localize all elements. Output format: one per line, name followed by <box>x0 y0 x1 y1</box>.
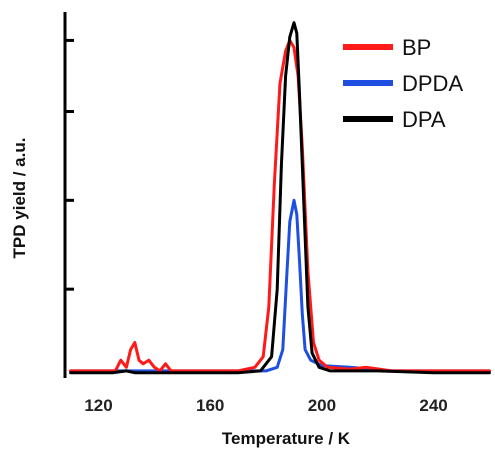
legend-label-dpa: DPA <box>402 107 446 132</box>
y-axis-ticks <box>65 38 74 291</box>
legend: BP DPDA DPA <box>343 35 463 132</box>
x-tick-label-120: 120 <box>84 396 112 415</box>
legend-label-dpda: DPDA <box>402 71 463 96</box>
x-axis-title: Temperature / K <box>222 429 351 448</box>
x-tick-label-160: 160 <box>196 396 224 415</box>
x-tick-label-240: 240 <box>419 396 447 415</box>
series-layer <box>69 21 491 375</box>
x-axis-ticks: 120 160 200 240 <box>84 396 447 415</box>
y-axis-title: TPD yield / a.u. <box>10 138 29 259</box>
legend-label-bp: BP <box>402 35 431 60</box>
series-line-bp <box>69 38 491 373</box>
x-tick-label-200: 200 <box>308 396 336 415</box>
series-line-dpa <box>69 21 491 375</box>
